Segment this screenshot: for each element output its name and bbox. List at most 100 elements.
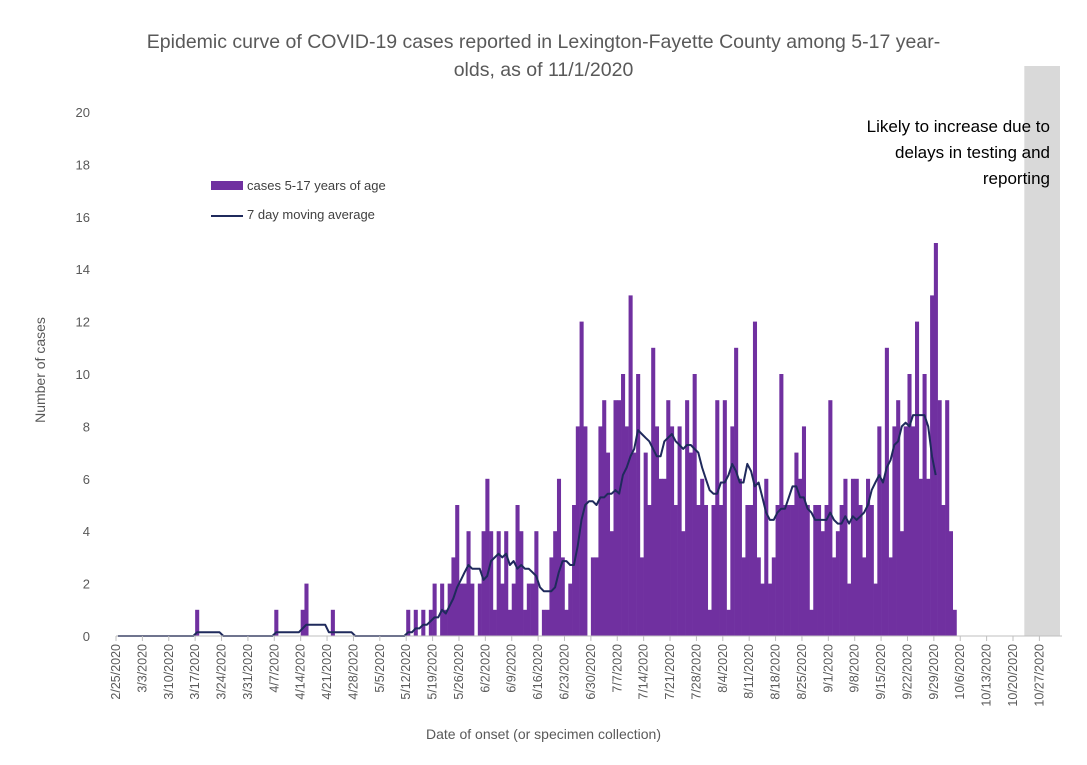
bar [866,478,871,636]
bar [828,400,833,636]
bar [504,531,509,636]
bar [948,531,954,636]
bar [507,609,513,636]
bar [636,374,641,636]
bar [730,426,735,636]
bar [869,505,874,636]
bar [903,426,908,636]
y-axis-label: Number of cases [32,317,48,423]
bar [862,557,867,636]
bar [511,583,516,636]
x-tick-labels: 2/25/2020 3/3/2020 3/10/2020 3/17/2020 3/24/… [109,644,1046,707]
x-tick-label: 5/5/2020 [373,644,387,693]
bar [455,505,460,636]
x-tick-label: 8/4/2020 [716,644,730,693]
y-tick-label: 2 [83,577,90,592]
bar [568,583,573,636]
bar [492,609,497,636]
bar [447,583,452,636]
x-tick-label: 6/9/2020 [505,644,519,693]
bar [677,426,682,636]
bar [304,583,309,636]
legend-bar-swatch [211,181,243,190]
bar [481,531,486,636]
bar [330,609,335,636]
y-tick-label: 0 [83,629,90,644]
annotation-line-1: Likely to increase due to [866,117,1050,136]
chart-title-line-2: olds, as of 11/1/2020 [453,59,634,81]
bar [673,505,678,636]
x-tick-label: 10/13/2020 [980,644,994,707]
bar [760,583,765,636]
bar [688,452,693,636]
bar [413,609,418,636]
bar [621,374,626,636]
x-tick-label: 9/29/2020 [927,644,941,700]
bar [892,426,897,636]
bar [556,478,562,636]
x-tick-label: 3/10/2020 [162,644,176,700]
bar [858,505,863,636]
bar [881,478,886,636]
bar [839,505,844,636]
bar [745,505,750,636]
bar [896,400,901,636]
bar [692,374,697,636]
annotation-line-2: delays in testing and [895,143,1050,162]
y-tick-label: 12 [76,315,90,330]
x-tick-label: 7/28/2020 [689,644,703,700]
bar [477,583,482,636]
bar [937,400,942,636]
bar [907,374,912,636]
bar [768,583,773,636]
x-tick-label: 9/8/2020 [848,644,862,693]
x-tick-label: 9/22/2020 [900,644,914,700]
bar [726,609,731,636]
x-tick-label: 8/25/2020 [795,644,809,700]
x-tick-label: 8/18/2020 [769,644,783,700]
bar [873,583,878,636]
x-tick-label: 7/7/2020 [610,644,624,693]
bar [696,505,701,636]
moving-average-line [117,414,937,637]
x-tick-label: 9/1/2020 [821,644,835,693]
bar [783,505,788,636]
bar [500,583,505,636]
y-tick-label: 18 [76,157,90,172]
bar [598,426,603,636]
x-tick-label: 5/26/2020 [452,644,466,700]
reporting-delay-annotation: Likely to increase due to delays in test… [867,114,1050,192]
bar [458,583,464,636]
y-tick-labels: 0 2 4 6 8 10 12 14 16 18 20 [76,105,90,644]
bar [926,478,931,636]
bar [685,400,690,636]
bar [835,531,840,636]
bar [602,400,607,636]
bar [496,531,501,636]
y-tick-label: 8 [83,419,90,434]
x-axis-label: Date of onset (or specimen collection) [426,726,661,742]
bar [884,347,889,636]
bar [801,426,807,636]
bar [658,478,663,636]
bar [847,583,852,636]
bar [888,557,893,636]
bar [703,505,709,636]
bar [643,452,648,636]
bar [421,609,426,636]
y-tick-label: 14 [76,262,90,277]
bar [756,557,761,636]
bar [639,557,644,636]
x-tick-label: 3/31/2020 [241,644,255,700]
bar [850,478,856,636]
bar [466,531,471,636]
legend-bar-label: cases 5-17 years of age [247,178,386,193]
bar [952,609,957,636]
bar [798,478,803,636]
bar [843,478,848,636]
bar [741,557,746,636]
chart-title: Epidemic curve of COVID-19 cases reporte… [0,28,1087,84]
bar [790,505,795,636]
bar [195,609,200,636]
bar [670,426,675,636]
